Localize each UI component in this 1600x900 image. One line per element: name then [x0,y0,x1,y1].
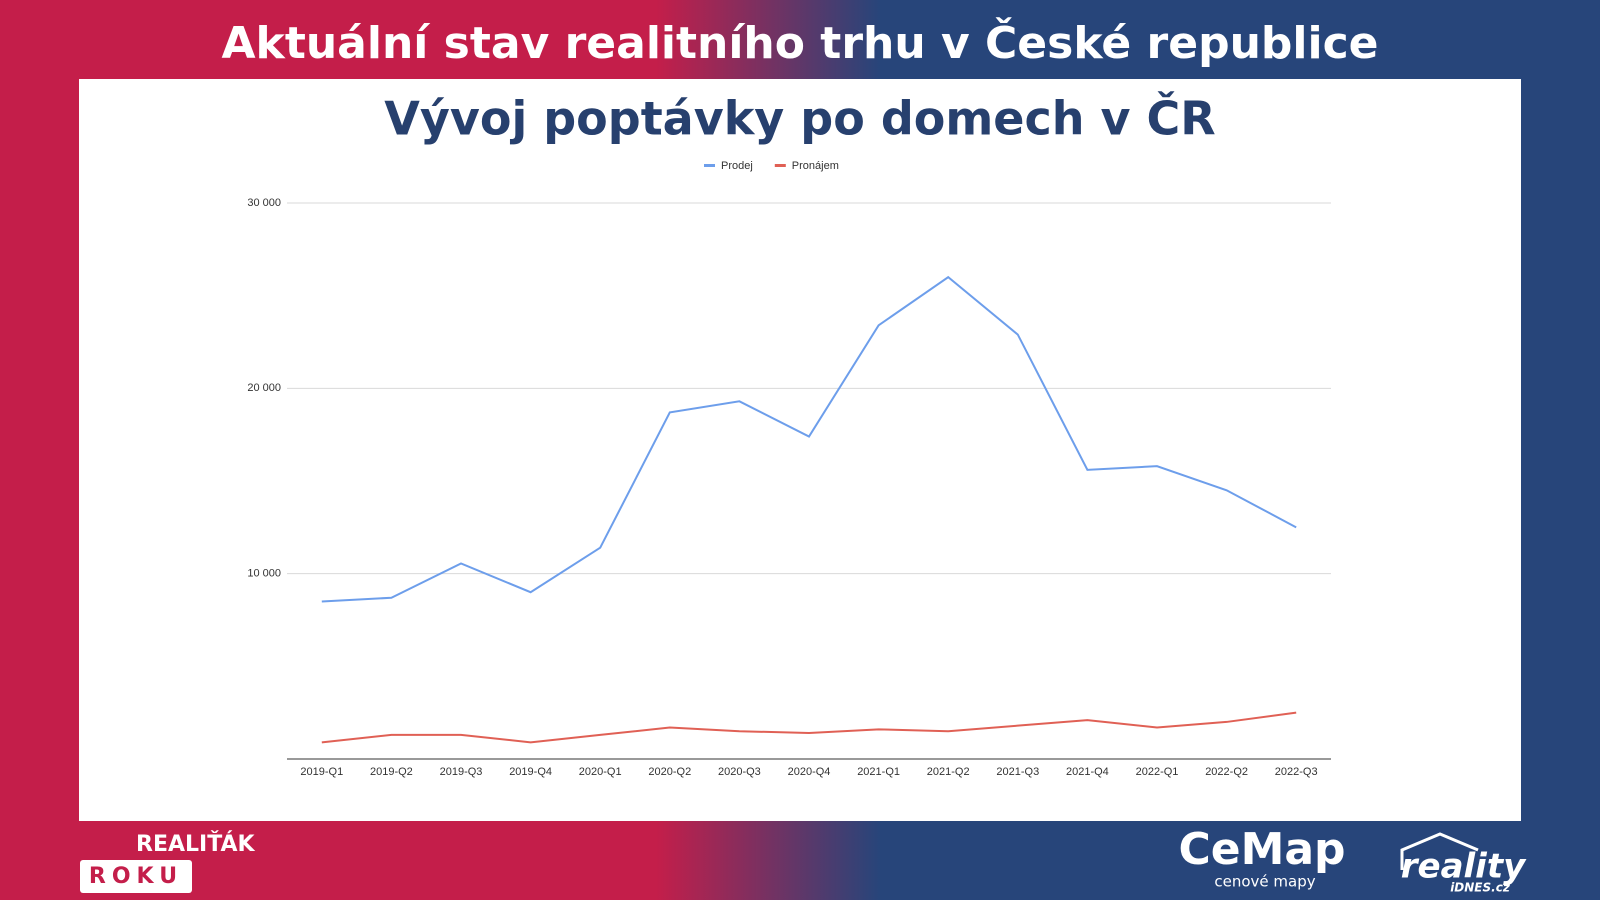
slide-title: Aktuální stav realitního trhu v České re… [222,16,1379,69]
cemap-sub: cenové mapy [1214,873,1315,891]
x-tick-label: 2019-Q2 [370,766,413,778]
award-top: REALIŤÁK [136,831,256,857]
x-tick-label: 2019-Q1 [300,766,343,778]
award-box [80,860,192,893]
legend-label: Prodej [721,160,753,172]
series-line [321,275,1297,603]
chart-title: Vývoj poptávky po domech v ČR [384,92,1215,146]
x-tick-label: 2020-Q2 [648,766,691,778]
x-tick-label: 2021-Q1 [857,766,900,778]
x-tick-label: 2020-Q1 [579,766,622,778]
x-tick-label: 2021-Q3 [996,766,1039,778]
x-tick-label: 2022-Q2 [1205,766,1248,778]
x-tick-label: 2020-Q3 [718,766,761,778]
x-tick-label: 2022-Q3 [1275,766,1318,778]
x-tick-label: 2019-Q3 [440,766,483,778]
award-bottom: ROKU [89,864,183,889]
legend-swatch [704,164,715,167]
x-tick-label: 2021-Q4 [1066,766,1109,778]
legend-label: Pronájem [792,160,839,172]
series-line [321,711,1297,744]
x-tick-label: 2020-Q4 [788,766,831,778]
house-icon [1400,832,1479,870]
reality-logo: reality [1401,847,1527,887]
y-tick-label: 10 000 [247,568,281,580]
y-tick-label: 30 000 [247,197,281,209]
cemap-logo: CeMap [1178,824,1345,875]
legend-swatch [774,164,786,167]
x-tick-label: 2021-Q2 [927,766,970,778]
y-tick-label: 20 000 [247,382,281,394]
x-tick-label: 2022-Q1 [1136,766,1179,778]
x-tick-label: 2019-Q4 [509,766,552,778]
chart-panel [79,79,1521,821]
reality-sub: iDNES.cz [1450,881,1511,895]
